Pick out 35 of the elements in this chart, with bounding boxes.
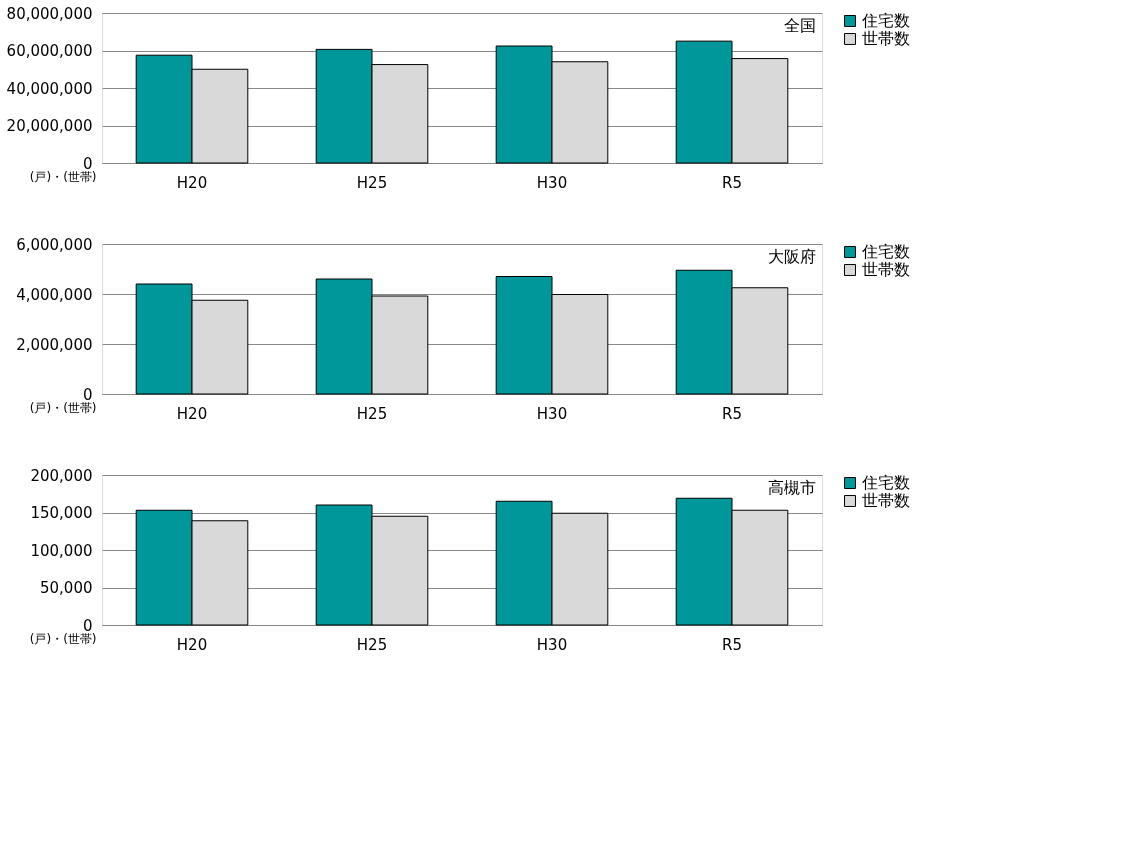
- y-tick-label: 6,000,000: [16, 235, 93, 254]
- x-tick-label: H25: [356, 173, 388, 192]
- chart-title: 高槻市: [768, 478, 816, 497]
- chart-title: 大阪府: [768, 247, 816, 266]
- y-tick-label: 4,000,000: [16, 285, 93, 304]
- legend-label: 住宅数: [861, 242, 910, 261]
- legend-label: 世帯数: [862, 491, 910, 510]
- y-tick-label: 100,000: [30, 541, 93, 560]
- y-tick-label: 80,000,000: [6, 4, 93, 23]
- x-tick-label: H25: [356, 635, 388, 654]
- y-axis-title: (戸)・(世帯): [29, 169, 97, 184]
- x-tick-label: H25: [356, 404, 388, 423]
- y-tick-label: 40,000,000: [6, 79, 93, 98]
- y-tick-label: 150,000: [30, 504, 93, 522]
- x-tick-label: R5: [722, 404, 742, 423]
- legend-label: 住宅数: [861, 11, 910, 30]
- y-tick-label: 2,000,000: [16, 335, 93, 354]
- x-tick-label: H20: [176, 635, 208, 654]
- x-tick-label: H30: [536, 404, 568, 423]
- legend-label: 住宅数: [861, 473, 910, 492]
- x-tick-label: H20: [176, 173, 208, 192]
- y-axis-title: (戸)・(世帯): [29, 631, 97, 646]
- legend-label: 世帯数: [862, 29, 910, 48]
- y-tick-label: 200,000: [30, 466, 93, 485]
- legend-label: 世帯数: [862, 260, 910, 279]
- x-tick-label: R5: [722, 173, 742, 192]
- y-axis-title: (戸)・(世帯): [29, 400, 97, 415]
- y-tick-label: 60,000,000: [6, 42, 93, 60]
- chart-title: 全国: [784, 16, 816, 35]
- x-tick-label: H30: [536, 635, 568, 654]
- x-tick-label: H30: [536, 173, 568, 192]
- y-tick-label: 20,000,000: [6, 117, 93, 135]
- y-tick-label: 50,000: [40, 579, 93, 597]
- x-tick-label: H20: [176, 404, 208, 423]
- x-tick-label: R5: [722, 635, 742, 654]
